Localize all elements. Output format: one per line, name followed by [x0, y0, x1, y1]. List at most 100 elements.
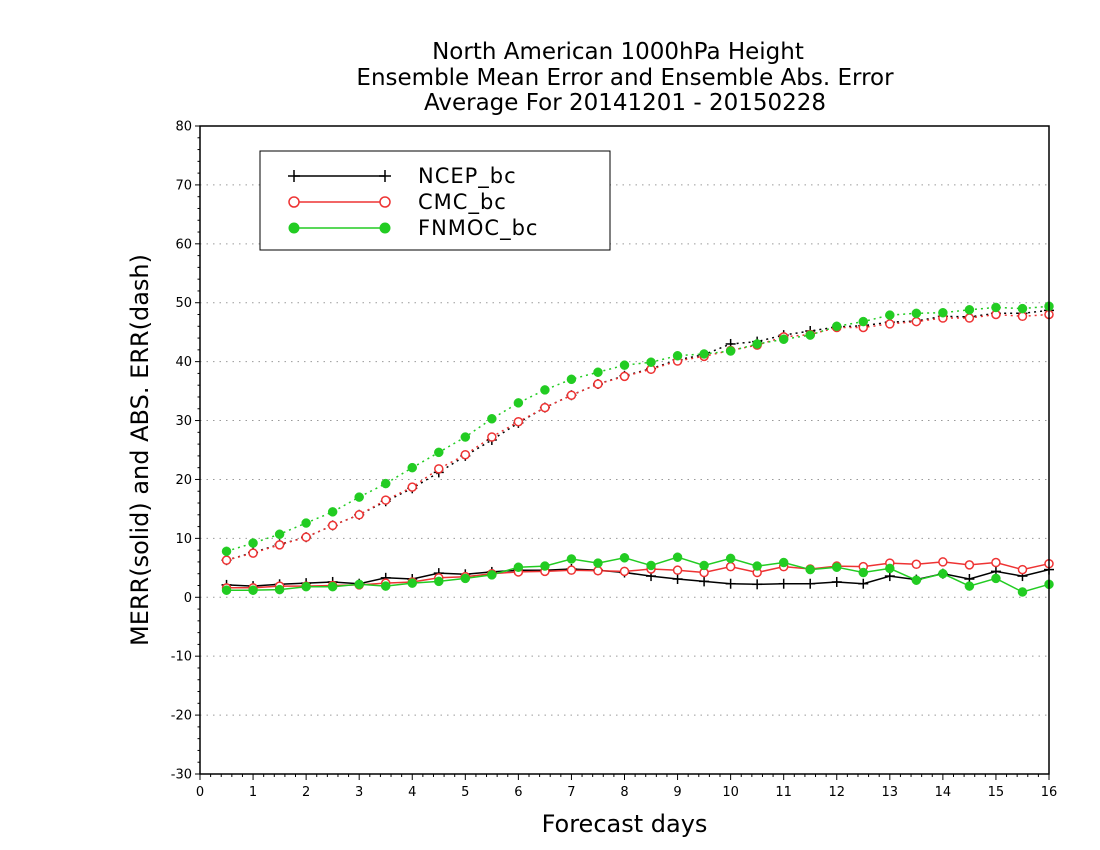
data-point-merr-cmc-bc — [911, 559, 922, 570]
y-tick-label: -20 — [171, 709, 192, 724]
data-point-abs-cmc-bc — [513, 416, 524, 427]
y-tick-label: 20 — [175, 473, 192, 488]
data-point-abs-cmc-bc — [327, 520, 338, 531]
x-tick-label: 5 — [461, 785, 469, 800]
data-point-merr-fnmoc-bc — [407, 578, 417, 588]
y-tick-label: 60 — [175, 237, 192, 252]
data-point-abs-cmc-bc — [434, 464, 444, 474]
gridlines — [200, 184, 1049, 716]
legend-label-ncep-bc: NCEP_bc — [418, 164, 517, 189]
data-point-merr-fnmoc-bc — [248, 585, 258, 595]
data-point-abs-fnmoc-bc — [248, 538, 258, 548]
data-point-merr-fnmoc-bc — [566, 554, 577, 564]
y-tick-label: 40 — [175, 355, 192, 370]
data-point-abs-fnmoc-bc — [858, 316, 869, 327]
data-point-merr-ncep-bc — [752, 579, 763, 590]
legend-marker-ncep-bc — [288, 170, 300, 182]
data-point-merr-fnmoc-bc — [1017, 587, 1028, 597]
data-point-abs-fnmoc-bc — [221, 546, 232, 557]
y-tick-label: -10 — [171, 650, 192, 665]
data-point-abs-fnmoc-bc — [699, 349, 709, 359]
data-point-merr-cmc-bc — [566, 565, 577, 575]
data-point-merr-ncep-bc — [778, 578, 789, 589]
chart-title: North American 1000hPa Height Ensemble M… — [356, 39, 894, 116]
data-point-abs-cmc-bc — [911, 316, 922, 327]
data-point-merr-cmc-bc — [964, 560, 975, 570]
data-point-abs-cmc-bc — [619, 371, 630, 382]
legend-label-fnmoc-bc: FNMOC_bc — [418, 216, 538, 241]
data-point-merr-cmc-bc — [938, 557, 948, 567]
data-point-merr-cmc-bc — [725, 561, 736, 572]
data-point-abs-fnmoc-bc — [832, 321, 842, 332]
data-point-abs-fnmoc-bc — [593, 367, 603, 377]
x-tick-label: 7 — [567, 785, 575, 800]
x-axis-label: Forecast days — [542, 810, 708, 838]
data-point-merr-fnmoc-bc — [540, 561, 550, 571]
data-point-abs-cmc-bc — [885, 319, 895, 329]
data-point-merr-fnmoc-bc — [805, 564, 815, 575]
data-point-abs-fnmoc-bc — [354, 492, 364, 502]
data-point-merr-cmc-bc — [672, 565, 683, 575]
x-tick-label: 11 — [775, 785, 792, 800]
data-point-abs-cmc-bc — [407, 482, 417, 492]
data-point-merr-fnmoc-bc — [752, 561, 762, 571]
y-axis-ticks: -30 -20 -10 0 10 20 30 40 50 60 70 80 — [171, 120, 200, 783]
data-point-merr-fnmoc-bc — [991, 573, 1001, 584]
x-tick-label: 10 — [722, 785, 739, 800]
abs-err-lines — [226, 305, 1050, 561]
data-point-merr-ncep-bc — [725, 578, 736, 589]
data-point-abs-fnmoc-bc — [513, 398, 524, 408]
data-point-abs-fnmoc-bc — [566, 374, 577, 385]
data-point-abs-fnmoc-bc — [752, 339, 762, 349]
y-tick-label: 10 — [175, 532, 192, 547]
chart-title-line-3: Average For 20141201 - 20150228 — [424, 90, 826, 116]
data-markers — [221, 301, 1054, 597]
data-point-merr-fnmoc-bc — [593, 558, 603, 568]
data-point-merr-fnmoc-bc — [964, 581, 975, 591]
data-point-merr-fnmoc-bc — [672, 552, 683, 562]
data-point-merr-fnmoc-bc — [301, 581, 311, 592]
data-point-merr-cmc-bc — [593, 566, 603, 576]
data-point-abs-fnmoc-bc — [911, 308, 922, 319]
x-tick-label: 12 — [828, 785, 845, 800]
x-tick-label: 6 — [514, 785, 522, 800]
y-tick-label: -30 — [171, 768, 192, 783]
x-tick-label: 4 — [408, 785, 416, 800]
data-point-merr-fnmoc-bc — [725, 553, 736, 564]
data-point-merr-ncep-bc — [672, 574, 683, 585]
data-point-abs-fnmoc-bc — [407, 462, 417, 473]
data-point-abs-cmc-bc — [566, 390, 577, 400]
data-point-abs-fnmoc-bc — [991, 302, 1001, 313]
legend-marker-fnmoc-bc — [379, 222, 391, 234]
legend-marker-ncep-bc — [379, 170, 391, 182]
data-point-abs-cmc-bc — [380, 495, 391, 505]
data-point-abs-fnmoc-bc — [380, 478, 391, 489]
data-point-merr-fnmoc-bc — [938, 568, 948, 579]
data-point-merr-fnmoc-bc — [832, 562, 842, 572]
series-line-abs-ncep-bc — [226, 309, 1050, 561]
data-point-abs-fnmoc-bc — [725, 346, 736, 356]
merr-lines — [226, 556, 1050, 593]
data-point-abs-fnmoc-bc — [778, 334, 789, 345]
data-point-abs-fnmoc-bc — [301, 518, 311, 528]
data-point-merr-cmc-bc — [991, 557, 1001, 568]
data-point-abs-fnmoc-bc — [487, 414, 497, 424]
x-tick-label: 2 — [302, 785, 310, 800]
data-point-merr-fnmoc-bc — [858, 567, 869, 578]
data-point-merr-fnmoc-bc — [327, 581, 338, 592]
data-point-abs-fnmoc-bc — [805, 330, 815, 340]
x-tick-label: 14 — [935, 785, 952, 800]
data-point-merr-fnmoc-bc — [885, 563, 895, 574]
data-point-merr-fnmoc-bc — [778, 557, 789, 568]
data-point-abs-fnmoc-bc — [672, 350, 683, 361]
data-point-merr-fnmoc-bc — [911, 575, 922, 585]
chart-title-line-1: North American 1000hPa Height — [432, 39, 804, 65]
data-point-abs-cmc-bc — [274, 540, 285, 550]
data-point-abs-fnmoc-bc — [885, 310, 895, 320]
data-point-abs-cmc-bc — [354, 510, 364, 520]
y-tick-label: 80 — [175, 120, 192, 135]
data-point-merr-ncep-bc — [831, 576, 842, 587]
